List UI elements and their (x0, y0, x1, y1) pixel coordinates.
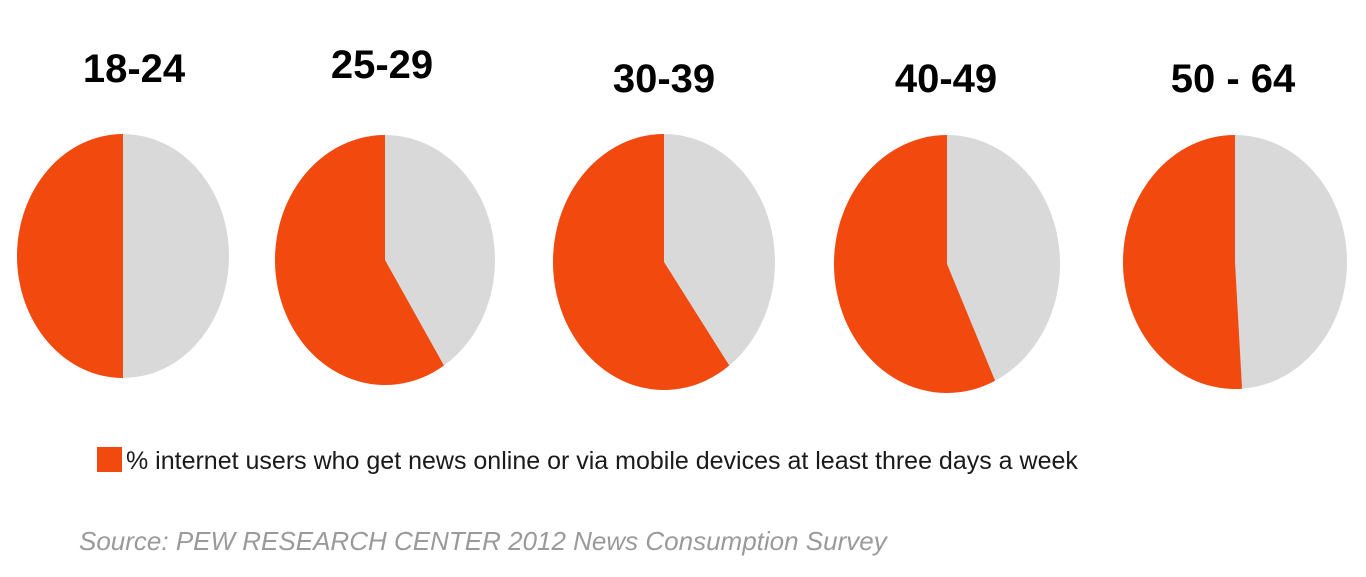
age-group-label-4: 50 - 64 (1171, 57, 1296, 101)
age-group-label-2: 30-39 (613, 57, 715, 101)
legend: % internet users who get news online or … (97, 447, 1078, 475)
pie-value-slice-0 (17, 134, 123, 378)
age-group-label-0: 18-24 (83, 47, 186, 91)
legend-label: % internet users who get news online or … (126, 447, 1078, 475)
pie-group: 18-24 25-29 30-39 40-49 50 - 64 (17, 43, 1347, 394)
age-group-label-3: 40-49 (895, 57, 997, 101)
source-note: Source: PEW RESEARCH CENTER 2012 News Co… (79, 526, 889, 556)
age-group-label-1: 25-29 (331, 43, 433, 87)
legend-swatch (97, 447, 122, 472)
pie-value-slice-1 (275, 135, 444, 385)
pie-value-slice-3 (833, 135, 996, 394)
pie-value-slice-2 (553, 134, 730, 390)
pie-value-slice-4 (1122, 135, 1243, 390)
